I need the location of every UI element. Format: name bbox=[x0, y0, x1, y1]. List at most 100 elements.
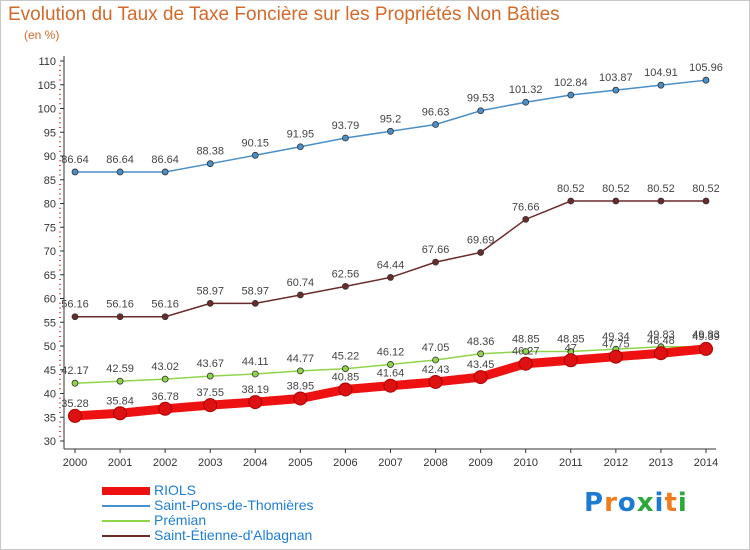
data-label: 43.45 bbox=[467, 359, 495, 371]
data-label: 91.95 bbox=[287, 129, 315, 141]
data-label: 99.53 bbox=[467, 93, 495, 105]
data-label: 60.74 bbox=[287, 277, 315, 289]
data-label: 56.16 bbox=[61, 299, 89, 311]
data-point bbox=[338, 382, 353, 397]
x-tick-label: 2009 bbox=[468, 457, 492, 469]
data-label: 58.97 bbox=[196, 285, 224, 297]
data-label: 103.87 bbox=[599, 72, 633, 84]
data-point bbox=[522, 215, 530, 223]
y-unit-label: (en %) bbox=[24, 28, 60, 42]
data-label: 45.22 bbox=[332, 351, 360, 363]
line-chart: 30 35 40 45 50 55 60 65 70 75 80 85 90 95 100 105 110 200… bbox=[38, 56, 723, 469]
x-tick-label: 2011 bbox=[559, 457, 583, 469]
data-point bbox=[477, 350, 485, 358]
data-point bbox=[699, 341, 713, 356]
y-tick-label: 65 bbox=[44, 270, 56, 282]
logo-letter: i bbox=[677, 488, 688, 518]
data-label: 48.36 bbox=[467, 336, 495, 348]
legend-label: Saint-Pons-de-Thomières bbox=[154, 497, 314, 513]
logo-letter: r bbox=[604, 488, 618, 518]
data-label: 67.66 bbox=[422, 244, 450, 256]
data-point bbox=[296, 291, 304, 299]
data-point bbox=[612, 197, 620, 205]
data-point bbox=[432, 356, 439, 364]
y-tick-label: 50 bbox=[44, 341, 56, 353]
y-tick-label: 60 bbox=[44, 294, 56, 306]
data-label: 86.64 bbox=[61, 154, 89, 166]
x-tick-label: 2001 bbox=[108, 457, 132, 469]
legend-label: Prémian bbox=[154, 512, 207, 528]
data-label: 43.67 bbox=[196, 358, 224, 370]
data-label: 38.19 bbox=[242, 384, 270, 396]
data-label: 64.44 bbox=[377, 259, 405, 271]
x-tick-label: 2000 bbox=[63, 457, 87, 469]
y-tick-label: 95 bbox=[44, 127, 56, 139]
data-label: 42.59 bbox=[106, 363, 134, 375]
logo-letter: x bbox=[636, 488, 655, 518]
data-point bbox=[68, 408, 82, 423]
data-label: 62.56 bbox=[332, 268, 360, 280]
data-point bbox=[702, 76, 710, 84]
data-point bbox=[342, 365, 349, 373]
y-tick-label: 90 bbox=[44, 151, 56, 163]
data-label: 102.84 bbox=[554, 77, 588, 89]
data-label: 35.28 bbox=[61, 398, 89, 410]
logo-letter: P bbox=[584, 488, 605, 518]
y-tick-label: 75 bbox=[44, 222, 56, 234]
data-point bbox=[158, 401, 173, 416]
data-point bbox=[206, 299, 214, 307]
x-tick-label: 2010 bbox=[513, 457, 537, 469]
data-point bbox=[206, 160, 214, 168]
data-label: 43.02 bbox=[151, 361, 179, 373]
legend-swatch bbox=[102, 535, 150, 537]
y-tick-label: 40 bbox=[44, 389, 56, 401]
logo-letter: i bbox=[654, 488, 665, 518]
data-label: 86.64 bbox=[106, 154, 134, 166]
data-label: 93.79 bbox=[332, 120, 360, 132]
x-tick-label: 2012 bbox=[604, 457, 628, 469]
data-point bbox=[116, 313, 124, 321]
data-label: 42.43 bbox=[422, 364, 450, 376]
data-point bbox=[567, 197, 575, 205]
x-tick-label: 2005 bbox=[288, 457, 312, 469]
y-tick-label: 30 bbox=[44, 436, 56, 448]
legend-swatch bbox=[102, 505, 150, 507]
data-label: 48.85 bbox=[512, 333, 540, 345]
data-label: 41.64 bbox=[377, 368, 405, 380]
y-tick-label: 100 bbox=[38, 104, 56, 116]
data-point bbox=[383, 378, 398, 393]
data-point bbox=[522, 98, 530, 106]
data-label: 101.32 bbox=[509, 84, 543, 96]
data-label: 46.12 bbox=[377, 346, 405, 358]
data-point bbox=[296, 367, 304, 375]
data-point bbox=[161, 168, 169, 176]
data-point bbox=[387, 361, 394, 368]
x-tick-label: 2002 bbox=[153, 457, 177, 469]
data-label: 49.83 bbox=[647, 329, 675, 341]
data-point bbox=[251, 370, 259, 378]
data-label: 47.75 bbox=[602, 339, 630, 351]
data-point bbox=[702, 197, 710, 205]
data-label: 37.55 bbox=[196, 387, 224, 399]
data-point bbox=[116, 377, 124, 385]
data-point bbox=[113, 406, 128, 421]
data-point bbox=[428, 374, 443, 389]
data-label: 80.52 bbox=[557, 183, 585, 195]
data-label: 44.11 bbox=[242, 356, 269, 368]
y-tick-label: 105 bbox=[38, 80, 56, 92]
data-point bbox=[161, 313, 169, 321]
x-tick-label: 2003 bbox=[198, 457, 222, 469]
data-label: 47 bbox=[565, 342, 577, 354]
data-label: 76.66 bbox=[512, 201, 540, 213]
data-label: 49.39 bbox=[692, 331, 720, 343]
x-tick-label: 2013 bbox=[649, 457, 673, 469]
data-label: 90.15 bbox=[242, 137, 270, 149]
data-point bbox=[248, 395, 263, 410]
data-point bbox=[608, 349, 623, 364]
chart-title: Evolution du Taux de Taxe Foncière sur l… bbox=[8, 4, 560, 25]
data-label: 49.83 bbox=[692, 329, 720, 341]
y-tick-label: 35 bbox=[44, 412, 56, 424]
data-point bbox=[612, 86, 620, 94]
data-point bbox=[477, 249, 485, 256]
data-point bbox=[116, 168, 124, 176]
